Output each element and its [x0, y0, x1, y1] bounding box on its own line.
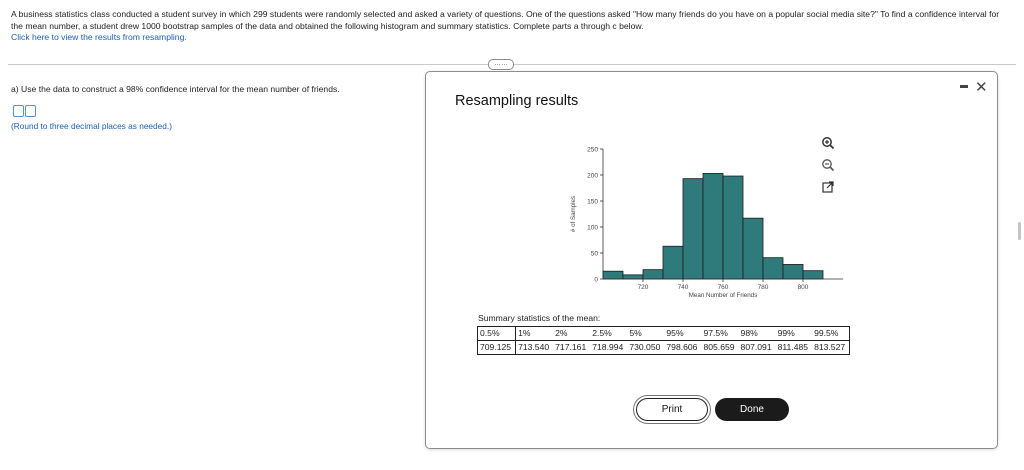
problem-text: A business statistics class conducted a … — [11, 9, 1000, 31]
x-tick-label: 720 — [638, 284, 649, 291]
summary-header-row: 0.5% 1% 2% 2.5% 5% 95% 97.5% 98% 99% 99.5% — [477, 326, 850, 341]
summary-cell: 97.5% — [701, 326, 739, 341]
summary-cell: 0.5% — [477, 326, 517, 341]
done-button[interactable]: Done — [715, 398, 789, 421]
y-tick-label: 100 — [587, 225, 598, 232]
close-icon[interactable]: ✕ — [975, 79, 988, 96]
summary-cell: 811.485 — [777, 342, 809, 352]
x-tick-label: 760 — [718, 284, 729, 291]
y-tick-label: 150 — [587, 199, 598, 206]
summary-cell: 807.091 — [740, 342, 772, 352]
print-button[interactable]: Print — [636, 398, 708, 421]
x-tick-label: 800 — [798, 284, 809, 291]
histogram-bar — [662, 245, 684, 280]
summary-stats-table: 0.5% 1% 2% 2.5% 5% 95% 97.5% 98% 99% 99.5% 709.125… — [477, 326, 851, 355]
answer-lower-field[interactable] — [13, 105, 24, 117]
open-external-icon[interactable] — [821, 180, 835, 194]
minimize-icon[interactable] — [960, 85, 968, 88]
summary-cell: 1% — [515, 326, 554, 341]
y-tick-label: 50 — [591, 251, 599, 258]
summary-cell: 730.050 — [629, 342, 661, 352]
scrollbar-thumb[interactable] — [1018, 222, 1021, 240]
answer-upper-field[interactable] — [25, 105, 36, 117]
rounding-note: (Round to three decimal places as needed… — [11, 121, 172, 131]
histogram-bar — [682, 178, 704, 280]
resampling-results-dialog: Resampling results ✕ 0 50 100 150 200 250 720 7… — [425, 71, 998, 449]
histogram-bar — [762, 257, 784, 280]
histogram-bar — [702, 173, 724, 280]
chart-tools — [821, 136, 841, 202]
x-tick-label: 740 — [678, 284, 689, 291]
summary-cell: 717.161 — [555, 342, 587, 352]
summary-cell: 805.659 — [703, 342, 735, 352]
dialog-title: Resampling results — [455, 93, 579, 109]
histogram-bar — [742, 217, 764, 280]
summary-cell: 99.5% — [812, 326, 850, 341]
histogram-chart: 0 50 100 150 200 250 720 740 760 780 800 Mean Numbe… — [570, 147, 843, 299]
view-results-link[interactable]: Click here to view the results from resa… — [11, 32, 187, 42]
histogram-bar — [722, 175, 744, 280]
summary-cell: 798.606 — [666, 342, 698, 352]
more-button[interactable]: …… — [488, 59, 514, 70]
summary-cell: 718.994 — [592, 342, 624, 352]
summary-cell: 5% — [627, 326, 665, 341]
histogram-bar — [642, 269, 664, 280]
y-tick-label: 250 — [587, 147, 598, 154]
y-tick-label: 0 — [594, 277, 598, 284]
y-axis-label: # of Samples — [570, 196, 577, 232]
summary-value-row: 709.125 713.540 717.161 718.994 730.050 798.6… — [477, 340, 850, 355]
histogram-bar — [622, 274, 644, 280]
zoom-in-icon[interactable] — [821, 136, 835, 150]
summary-cell: 99% — [775, 326, 813, 341]
x-tick-label: 780 — [758, 284, 769, 291]
summary-cell: 2% — [553, 326, 591, 341]
zoom-out-icon[interactable] — [821, 158, 835, 172]
x-axis-label: Mean Number of Friends — [689, 292, 757, 299]
summary-cell: 98% — [738, 326, 776, 341]
histogram-bar — [602, 270, 624, 280]
summary-cell: 813.527 — [814, 342, 846, 352]
summary-cell: 713.540 — [518, 342, 550, 352]
part-a-question: a) Use the data to construct a 98% confi… — [11, 84, 340, 94]
histogram-bar — [802, 270, 824, 280]
histogram-bar — [782, 264, 804, 280]
summary-label: Summary statistics of the mean: — [478, 313, 601, 323]
summary-cell: 2.5% — [590, 326, 628, 341]
summary-cell: 95% — [664, 326, 702, 341]
summary-cell: 709.125 — [477, 340, 517, 355]
interval-answer-input[interactable] — [13, 105, 36, 117]
problem-statement: A business statistics class conducted a … — [11, 9, 1011, 44]
y-tick-label: 200 — [587, 173, 598, 180]
